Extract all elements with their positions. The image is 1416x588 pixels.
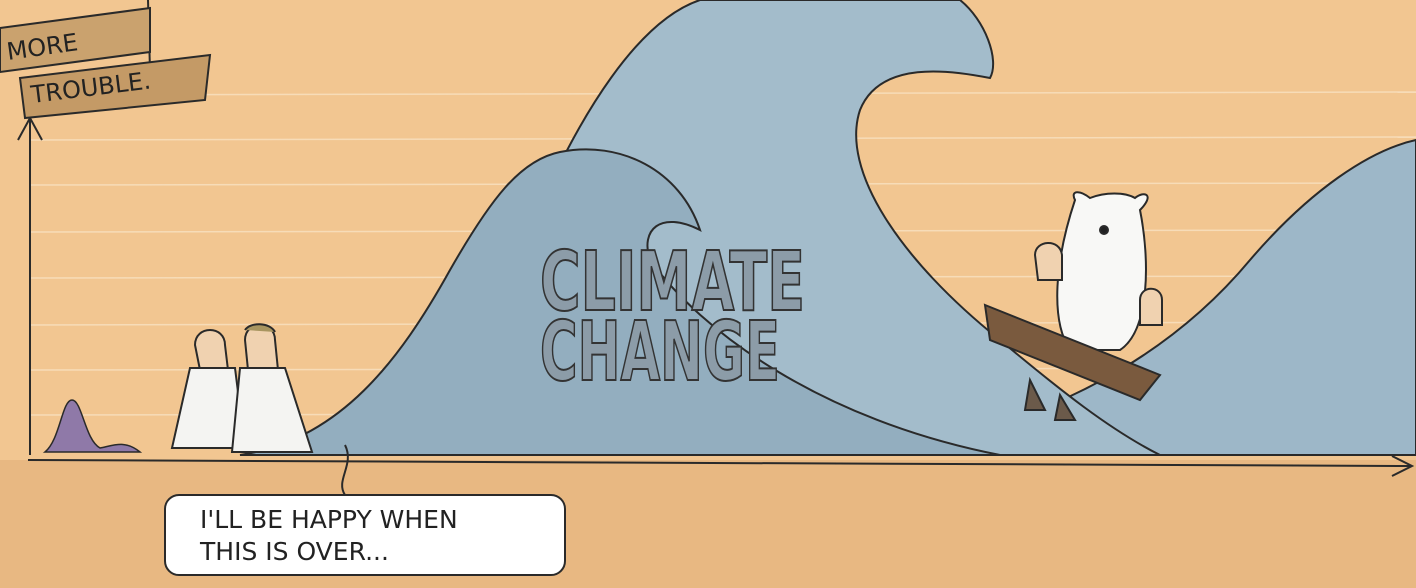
bubble-tail xyxy=(341,444,349,496)
bubble-line: THIS IS OVER... xyxy=(199,537,389,566)
tiny-bump xyxy=(42,399,143,453)
sign: MORE TROUBLE. xyxy=(0,0,212,120)
speech-bubble xyxy=(164,494,566,576)
scientists xyxy=(170,323,314,453)
bubble-line: I'LL BE HAPPY WHEN xyxy=(200,505,458,534)
wave-label: CHANGE xyxy=(540,305,780,400)
wave-label: CLIMATE xyxy=(540,235,805,330)
x-axis xyxy=(27,455,1415,477)
boat-scene xyxy=(983,191,1163,421)
small-wave xyxy=(239,148,1001,456)
